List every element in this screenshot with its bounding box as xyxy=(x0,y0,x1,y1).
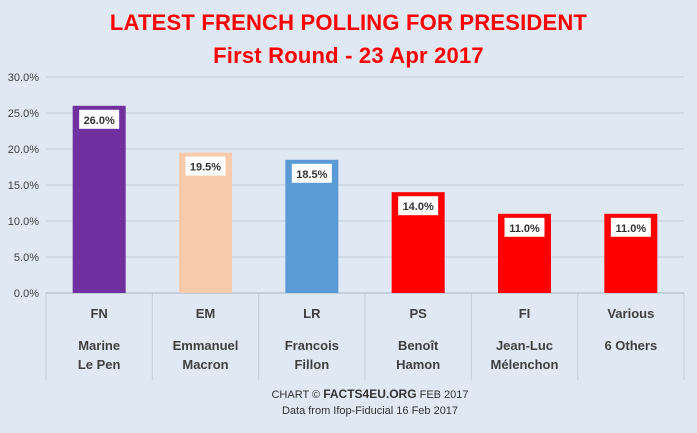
y-tick-label: 10.0% xyxy=(8,216,39,228)
category-name-line1: Jean-Luc xyxy=(496,338,553,353)
footer-source: Data from Ifop-Fiducial 16 Feb 2017 xyxy=(281,405,459,417)
data-label: 14.0% xyxy=(403,201,434,213)
category-party: Various xyxy=(607,306,654,321)
y-tick-label: 0.0% xyxy=(14,288,39,300)
category-name-line2: Hamon xyxy=(396,357,440,372)
y-tick-label: 30.0% xyxy=(8,72,39,84)
y-tick-label: 20.0% xyxy=(8,144,39,156)
footer-suffix: FEB 2017 xyxy=(416,389,469,401)
data-label: 11.0% xyxy=(616,223,647,235)
chart-title: LATEST FRENCH POLLING FOR PRESIDENT xyxy=(109,10,588,35)
category-party: PS xyxy=(409,306,427,321)
category-name-line1: Marine xyxy=(78,338,120,353)
category-party: FI xyxy=(519,306,531,321)
category-party: LR xyxy=(303,306,321,321)
data-label-box xyxy=(291,163,332,183)
data-label-box xyxy=(185,156,226,176)
bar-em xyxy=(179,152,232,293)
category-name-line1: Benoît xyxy=(398,338,439,353)
category-name-line1: Emmanuel xyxy=(173,338,239,353)
category-party: EM xyxy=(196,306,216,321)
data-label-box xyxy=(504,217,545,237)
category-party: FN xyxy=(90,306,107,321)
y-tick-label: 25.0% xyxy=(8,108,39,120)
data-label: 11.0% xyxy=(509,223,540,235)
data-label: 26.0% xyxy=(84,115,115,127)
category-name-line1: Francois xyxy=(285,338,339,353)
category-name-line2: Le Pen xyxy=(78,357,121,372)
y-tick-label: 15.0% xyxy=(8,180,39,192)
category-name-line2: Macron xyxy=(182,357,228,372)
footer-brand: FACTS4EU.ORG xyxy=(323,387,417,401)
footer-prefix: CHART © xyxy=(271,389,324,401)
data-label-box xyxy=(79,109,120,129)
chart-subtitle: First Round - 23 Apr 2017 xyxy=(213,43,484,68)
data-label-box xyxy=(610,217,651,237)
category-name-line2: Mélenchon xyxy=(491,357,559,372)
category-name-line2: Fillon xyxy=(294,357,329,372)
data-label-box xyxy=(398,196,439,216)
category-name-line1: 6 Others xyxy=(604,338,657,353)
y-tick-label: 5.0% xyxy=(14,252,39,264)
bar-fn xyxy=(72,105,126,293)
data-label: 19.5% xyxy=(190,162,221,174)
footer-credit: CHART © FACTS4EU.ORG FEB 2017 xyxy=(0,387,697,401)
data-label: 18.5% xyxy=(296,169,327,181)
